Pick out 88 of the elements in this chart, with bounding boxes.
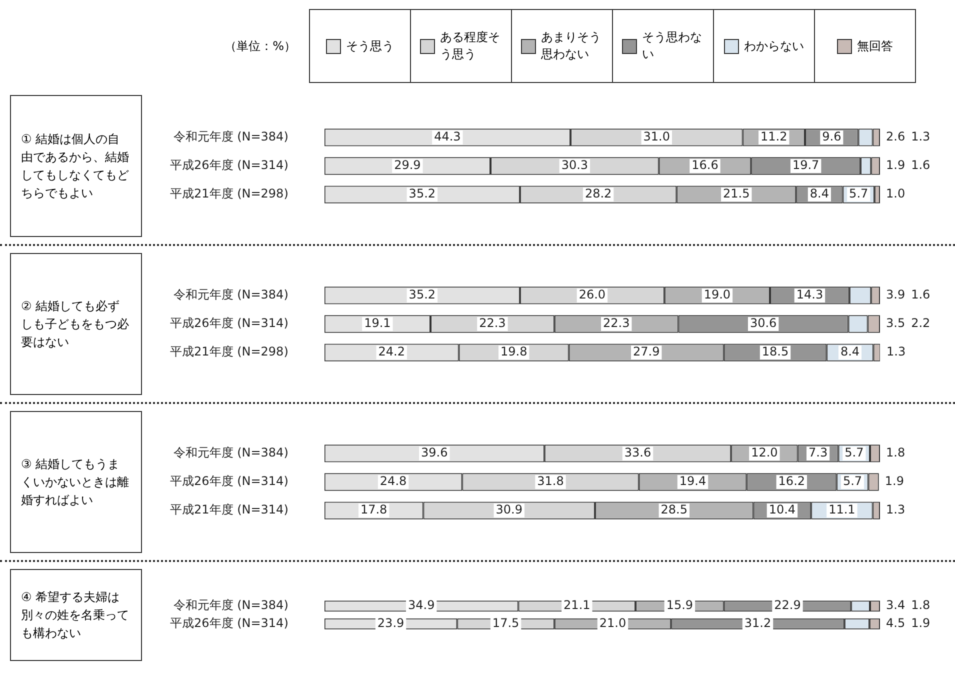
data-label: 1.6 — [911, 158, 930, 172]
data-label: 1.9 — [884, 474, 904, 488]
data-label: 1.9 — [911, 616, 930, 630]
data-label: 16.6 — [692, 158, 718, 172]
data-label: 22.3 — [603, 316, 630, 330]
data-label: 30.3 — [561, 158, 588, 172]
data-label: 1.3 — [911, 130, 930, 144]
data-label: 19.0 — [704, 288, 731, 302]
data-label: 35.2 — [408, 288, 436, 302]
data-label: 15.9 — [666, 598, 694, 612]
data-label: 28.2 — [584, 186, 612, 201]
data-label: 3.4 — [886, 598, 906, 612]
data-label: 9.6 — [822, 130, 842, 144]
data-label: 24.8 — [380, 474, 407, 488]
y-tick-label: 令和元年度 (N=384) — [173, 598, 288, 612]
data-label: 30.6 — [750, 316, 777, 330]
data-label: 8.4 — [840, 344, 860, 359]
data-label: 21.0 — [599, 616, 626, 630]
data-label: 10.4 — [768, 502, 796, 517]
data-label: 27.9 — [633, 344, 660, 359]
data-label: 11.1 — [828, 502, 856, 517]
data-label: 14.3 — [796, 288, 824, 302]
data-label: 18.5 — [762, 344, 789, 359]
data-label: 1.3 — [886, 502, 906, 517]
data-label: 1.9 — [886, 158, 906, 172]
legend-label: あまりそう思わない — [541, 29, 602, 63]
data-label: 19.4 — [679, 474, 706, 488]
data-label: 3.5 — [886, 316, 906, 330]
data-label: 22.9 — [774, 598, 801, 612]
y-tick-label: 令和元年度 (N=384) — [173, 288, 288, 302]
y-tick-label: 平成26年度 (N=314) — [170, 616, 288, 630]
data-label: 4.5 — [886, 616, 906, 630]
data-label: 1.3 — [886, 344, 906, 359]
data-label: 44.3 — [434, 130, 461, 144]
y-tick-label: 令和元年度 (N=384) — [173, 446, 288, 460]
data-label: 1.8 — [911, 598, 930, 612]
data-label: 16.2 — [778, 474, 806, 488]
data-label: 19.1 — [364, 316, 391, 330]
data-label: 35.2 — [408, 186, 436, 201]
data-label: 17.8 — [360, 502, 388, 517]
data-label: 21.1 — [564, 598, 590, 612]
data-label: 34.9 — [408, 598, 435, 612]
data-label: 33.6 — [624, 446, 652, 460]
data-label: 19.7 — [792, 158, 820, 172]
text: ② 結婚しても必ずしも子どもをもつ必要はない — [10, 253, 142, 395]
legend-label: ある程度そう思う — [440, 29, 501, 63]
text: ③ 結婚してもうまくいかないときは離婚すればよい — [10, 411, 142, 553]
data-label: 1.6 — [911, 288, 930, 302]
data-label: 23.9 — [377, 616, 404, 630]
legend-label: 無回答 — [857, 38, 893, 54]
data-label: 8.4 — [810, 186, 829, 201]
legend-label: そう思う — [346, 38, 394, 54]
y-tick-label: 平成21年度 (N=298) — [170, 344, 288, 359]
data-label: 11.2 — [760, 130, 788, 144]
data-label: 5.7 — [844, 446, 864, 460]
y-tick-label: 令和元年度 (N=384) — [173, 130, 288, 144]
data-label: 5.7 — [842, 474, 862, 488]
data-label: 17.5 — [492, 616, 520, 630]
text: ① 結婚は個人の自由であるから、結婚してもしなくてもどちらでもよい — [10, 95, 142, 237]
data-label: 31.8 — [537, 474, 564, 488]
data-label: 5.7 — [849, 186, 868, 201]
data-label: 28.5 — [660, 502, 688, 517]
data-label: 31.0 — [643, 130, 670, 144]
y-tick-label: 平成21年度 (N=298) — [170, 186, 288, 201]
text: ④ 希望する夫婦は別々の姓を名乗っても構わない — [10, 569, 142, 661]
data-label: 19.8 — [500, 344, 528, 359]
legend-label: わからない — [744, 38, 804, 54]
y-tick-label: 平成26年度 (N=314) — [170, 316, 288, 330]
y-tick-label: 平成21年度 (N=314) — [170, 502, 288, 517]
data-label: 29.9 — [394, 158, 421, 172]
data-label: 26.0 — [578, 288, 606, 302]
text: （単位：%） — [224, 38, 297, 54]
data-label: 1.8 — [886, 446, 906, 460]
y-tick-label: 平成26年度 (N=314) — [170, 158, 288, 172]
data-label: 21.5 — [723, 186, 750, 201]
data-label: 1.0 — [886, 186, 906, 201]
data-label: 3.9 — [886, 288, 906, 302]
legend-label: そう思わない — [642, 29, 703, 63]
data-label: 7.3 — [808, 446, 828, 460]
y-tick-label: 平成26年度 (N=314) — [170, 474, 288, 488]
data-label: 39.6 — [421, 446, 448, 460]
data-label: 2.2 — [911, 316, 930, 330]
data-label: 12.0 — [751, 446, 778, 460]
data-label: 24.2 — [378, 344, 405, 359]
data-label: 31.2 — [744, 616, 772, 630]
data-label: 30.9 — [496, 502, 522, 517]
data-label: 2.6 — [886, 130, 906, 144]
data-label: 22.3 — [479, 316, 506, 330]
